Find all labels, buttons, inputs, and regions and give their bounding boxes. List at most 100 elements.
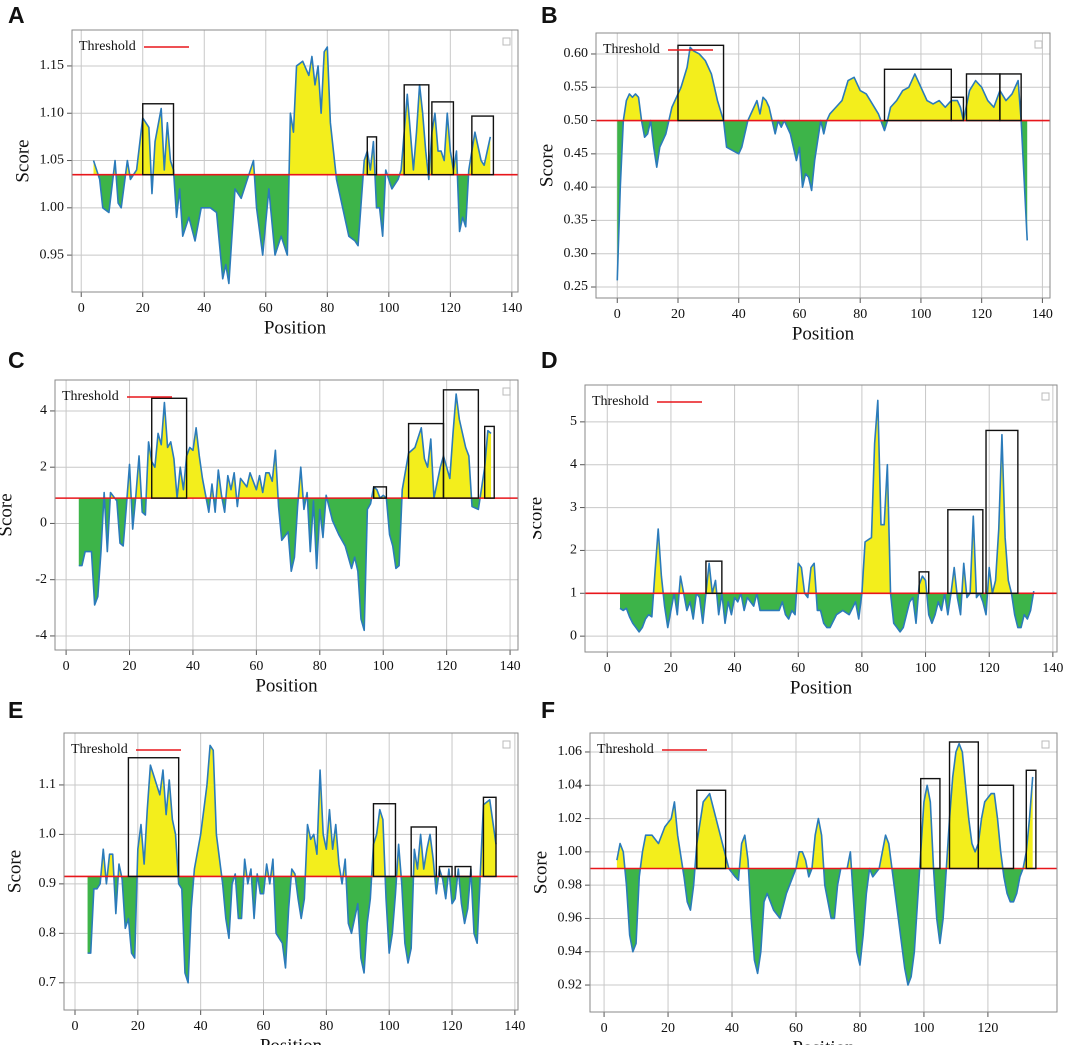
score-line bbox=[78, 393, 492, 632]
x-axis-label: Position bbox=[790, 677, 853, 695]
y-tick-label: 0.55 bbox=[564, 79, 589, 94]
y-tick-label: 4 bbox=[570, 457, 577, 472]
plot-frame bbox=[584, 384, 1058, 653]
x-tick-label: 0 bbox=[604, 661, 611, 676]
y-tick-label: 1.02 bbox=[558, 811, 583, 826]
area-below bbox=[78, 498, 481, 631]
y-tick-label: 0.92 bbox=[558, 977, 583, 992]
x-tick-label: 120 bbox=[971, 307, 992, 322]
epitope-box bbox=[471, 115, 495, 176]
x-axis-label: Position bbox=[792, 323, 855, 344]
y-tick-label: 0.40 bbox=[564, 179, 589, 194]
x-tick-label: 100 bbox=[910, 307, 931, 322]
y-axis-label: Score bbox=[4, 850, 25, 893]
epitope-box bbox=[1025, 769, 1037, 870]
legend-label: Threshold bbox=[71, 742, 128, 757]
x-axis-label: Position bbox=[255, 675, 318, 695]
panel-label: E bbox=[8, 697, 23, 723]
x-tick-label: 80 bbox=[319, 1019, 333, 1034]
area-above bbox=[616, 743, 1033, 869]
x-tick-label: 20 bbox=[136, 301, 150, 316]
x-tick-label: 60 bbox=[257, 1019, 271, 1034]
area-above bbox=[623, 47, 1022, 121]
panel-label: C bbox=[8, 347, 25, 373]
legend-label: Threshold bbox=[592, 394, 649, 409]
x-tick-label: 40 bbox=[725, 1021, 739, 1036]
x-tick-label: 100 bbox=[915, 661, 936, 676]
epitope-box bbox=[705, 560, 723, 594]
epitope-box bbox=[127, 757, 180, 878]
legend-icon bbox=[502, 37, 511, 46]
epitope-box bbox=[438, 865, 453, 878]
panel: 0 1 2 3 4 5 0 20 40 60 80 100 120 140 Threshold D Positi… bbox=[533, 347, 1063, 695]
x-axis-label: Position bbox=[264, 317, 327, 338]
y-tick-label: 0.96 bbox=[558, 911, 583, 926]
epitope-box bbox=[431, 101, 455, 176]
x-tick-label: 120 bbox=[440, 301, 461, 316]
panel-label: B bbox=[541, 2, 558, 28]
x-tick-label: 60 bbox=[792, 307, 806, 322]
x-tick-label: 80 bbox=[853, 1021, 867, 1036]
epitope-box bbox=[918, 571, 930, 594]
y-tick-label: 4 bbox=[40, 403, 47, 418]
epitope-box bbox=[151, 397, 188, 499]
y-tick-label: 1.05 bbox=[40, 153, 65, 168]
y-tick-label: 1.15 bbox=[40, 58, 65, 73]
epitope-box bbox=[442, 389, 480, 499]
x-tick-label: 20 bbox=[131, 1019, 145, 1034]
panel-label: F bbox=[541, 697, 555, 723]
x-tick-label: 40 bbox=[197, 301, 211, 316]
y-tick-label: 3 bbox=[570, 500, 577, 515]
x-axis-label: Position bbox=[260, 1035, 323, 1045]
epitope-box bbox=[950, 96, 965, 122]
x-tick-label: 20 bbox=[123, 659, 137, 674]
x-tick-label: 0 bbox=[614, 307, 621, 322]
x-tick-label: 40 bbox=[194, 1019, 208, 1034]
epitope-box bbox=[410, 826, 438, 878]
y-tick-label: 1.0 bbox=[39, 827, 57, 842]
area-above bbox=[78, 394, 492, 499]
legend-icon bbox=[502, 740, 511, 749]
epitope-box bbox=[366, 136, 378, 176]
epitope-box bbox=[696, 789, 727, 870]
y-tick-label: 0.45 bbox=[564, 146, 589, 161]
x-tick-label: 20 bbox=[661, 1021, 675, 1036]
plot-frame bbox=[71, 29, 519, 293]
legend-icon bbox=[502, 387, 511, 396]
y-tick-label: 0.94 bbox=[558, 944, 583, 959]
panel-label: D bbox=[541, 347, 558, 373]
epitope-box bbox=[484, 425, 495, 499]
y-tick-label: 0.25 bbox=[564, 279, 589, 294]
panel: 0.95 1.00 1.05 1.10 1.15 0 20 40 60 80 100 120 140 Th… bbox=[8, 2, 522, 338]
area-above bbox=[93, 47, 491, 175]
legend-label: Threshold bbox=[603, 42, 660, 57]
legend-label: Threshold bbox=[597, 742, 654, 757]
y-tick-label: 0.30 bbox=[564, 246, 589, 261]
panel: 0.92 0.94 0.96 0.98 1.00 1.02 1.04 1.06 0 20 40 60 8… bbox=[533, 697, 1058, 1045]
epitope-box bbox=[985, 429, 1019, 594]
x-tick-label: 20 bbox=[664, 661, 678, 676]
score-line bbox=[87, 744, 497, 984]
x-axis-label: Position bbox=[792, 1037, 855, 1045]
y-tick-label: 2 bbox=[570, 543, 577, 558]
x-tick-label: 40 bbox=[728, 661, 742, 676]
x-tick-label: 140 bbox=[1032, 307, 1053, 322]
x-tick-label: 0 bbox=[78, 301, 85, 316]
plot-frame bbox=[63, 732, 519, 1011]
epitope-box bbox=[977, 784, 1015, 870]
plot-frame bbox=[54, 379, 519, 651]
x-tick-label: 40 bbox=[732, 307, 746, 322]
y-tick-label: 2 bbox=[40, 459, 47, 474]
y-tick-label: 0.7 bbox=[39, 975, 57, 990]
y-tick-label: 1.00 bbox=[558, 844, 583, 859]
x-tick-label: 80 bbox=[855, 661, 869, 676]
x-tick-label: 100 bbox=[378, 301, 399, 316]
x-tick-label: 60 bbox=[249, 659, 263, 674]
y-tick-label: 1.00 bbox=[40, 200, 65, 215]
panel: 0.25 0.30 0.35 0.40 0.45 0.50 0.55 0.60 0 20 40 60 8… bbox=[536, 2, 1053, 344]
y-tick-label: 1.06 bbox=[558, 744, 583, 759]
epitope-box bbox=[999, 73, 1022, 122]
legend-icon bbox=[1041, 740, 1050, 749]
y-tick-label: 1.1 bbox=[39, 777, 57, 792]
